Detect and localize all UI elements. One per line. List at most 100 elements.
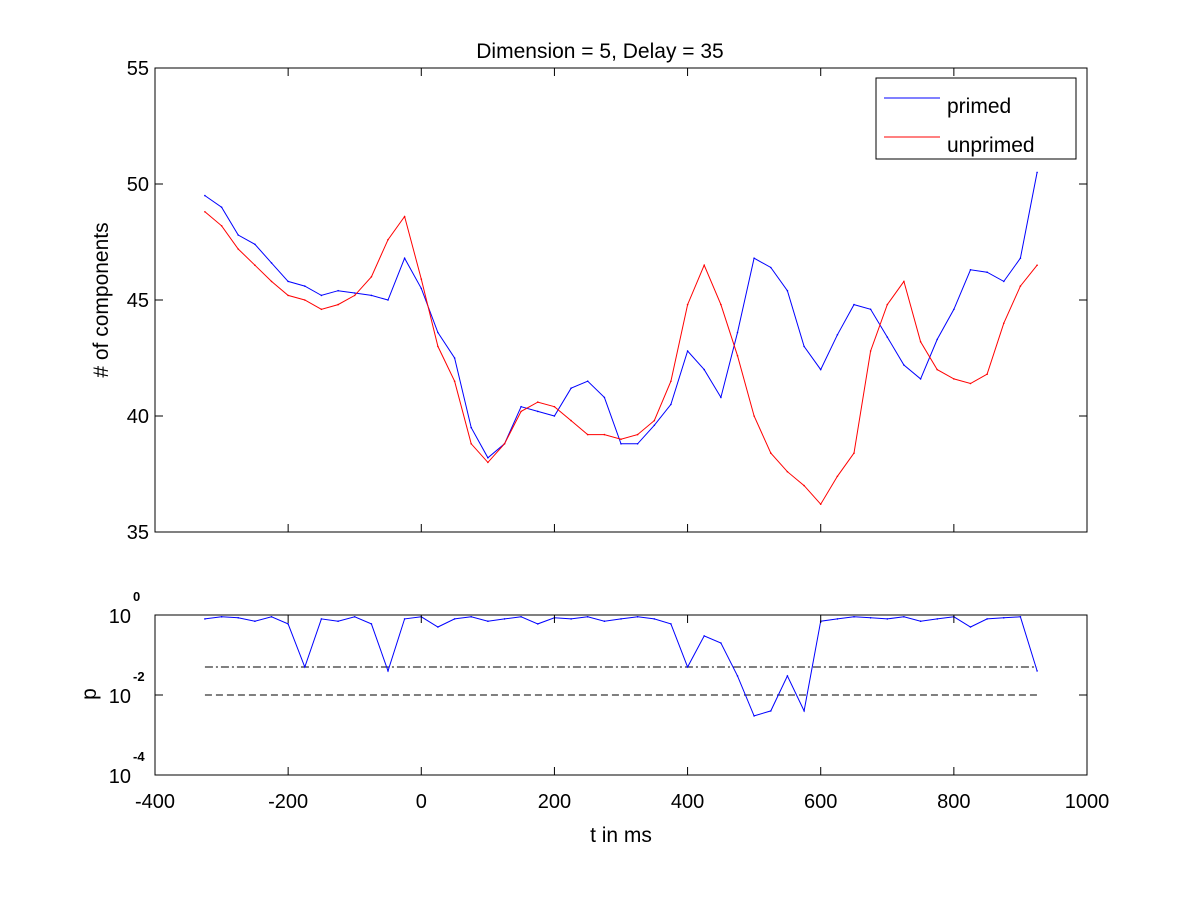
legend-label-primed: primed bbox=[947, 95, 1011, 118]
data-point-p-value bbox=[1003, 617, 1005, 619]
data-point-unprimed bbox=[853, 452, 855, 454]
data-point-unprimed bbox=[886, 303, 889, 306]
data-point-p-value bbox=[803, 710, 805, 712]
data-point-p-value bbox=[736, 675, 739, 677]
data-point-unprimed bbox=[603, 433, 606, 436]
data-point-primed bbox=[1019, 257, 1022, 260]
data-point-primed bbox=[370, 294, 373, 297]
data-point-p-value bbox=[503, 618, 506, 620]
data-point-primed bbox=[403, 257, 406, 260]
data-point-unprimed bbox=[969, 382, 972, 385]
data-point-p-value bbox=[570, 618, 572, 620]
data-point-p-value bbox=[520, 616, 522, 618]
data-point-unprimed bbox=[1003, 322, 1005, 325]
y-tick-label: 55 bbox=[127, 58, 149, 80]
data-point-unprimed bbox=[553, 405, 556, 408]
data-point-p-value bbox=[387, 670, 389, 672]
data-point-unprimed bbox=[420, 278, 423, 280]
data-point-primed bbox=[786, 289, 789, 292]
data-point-unprimed bbox=[370, 276, 373, 278]
data-point-primed bbox=[686, 350, 689, 352]
data-point-primed bbox=[586, 380, 589, 383]
data-point-unprimed bbox=[270, 280, 273, 283]
x-tick-label: -400 bbox=[135, 791, 175, 813]
bottom-y-axis-label: p bbox=[78, 688, 101, 700]
data-point-p-value bbox=[470, 616, 473, 618]
data-point-p-value bbox=[1036, 670, 1038, 672]
y-tick-label-exponent: 0 bbox=[133, 589, 140, 604]
data-point-p-value bbox=[337, 620, 339, 622]
data-point-p-value bbox=[903, 616, 905, 618]
data-point-unprimed bbox=[204, 211, 206, 213]
data-point-p-value bbox=[636, 616, 639, 618]
data-point-primed bbox=[1003, 280, 1005, 283]
y-tick-label-exponent: -4 bbox=[133, 749, 145, 764]
data-point-primed bbox=[237, 234, 239, 236]
top-chart-title: Dimension = 5, Delay = 35 bbox=[476, 40, 723, 63]
data-point-p-value bbox=[453, 618, 456, 620]
legend-label-unprimed: unprimed bbox=[947, 134, 1035, 157]
y-tick-label: 35 bbox=[127, 522, 149, 544]
data-point-unprimed bbox=[287, 294, 289, 297]
data-point-primed bbox=[720, 396, 722, 399]
top-plot-area bbox=[204, 171, 1038, 506]
data-point-unprimed bbox=[703, 264, 705, 267]
data-point-p-value bbox=[686, 666, 689, 668]
data-point-primed bbox=[986, 271, 988, 274]
data-point-unprimed bbox=[770, 452, 772, 454]
data-point-p-value bbox=[753, 715, 755, 717]
data-point-unprimed bbox=[537, 401, 539, 403]
data-point-unprimed bbox=[570, 419, 572, 422]
data-point-unprimed bbox=[586, 433, 589, 436]
data-point-unprimed bbox=[254, 264, 256, 267]
data-point-p-value bbox=[869, 617, 872, 619]
data-point-p-value bbox=[237, 617, 239, 619]
data-point-p-value bbox=[220, 616, 223, 618]
data-point-primed bbox=[287, 280, 289, 283]
y-tick-label: 40 bbox=[127, 406, 149, 428]
data-point-primed bbox=[853, 303, 855, 306]
data-point-primed bbox=[387, 299, 389, 301]
bottom-plot-area bbox=[204, 616, 1038, 717]
x-tick-label: 600 bbox=[804, 791, 837, 813]
data-point-primed bbox=[220, 206, 223, 208]
data-point-p-value bbox=[586, 616, 589, 618]
data-point-unprimed bbox=[919, 341, 922, 343]
data-point-primed bbox=[204, 194, 206, 197]
data-point-p-value bbox=[304, 666, 306, 668]
legend-box bbox=[875, 77, 1077, 160]
data-point-unprimed bbox=[936, 368, 938, 371]
data-point-primed bbox=[736, 331, 739, 334]
data-point-unprimed bbox=[1036, 264, 1038, 267]
data-point-unprimed bbox=[403, 215, 406, 218]
data-point-unprimed bbox=[453, 380, 456, 383]
data-point-primed bbox=[969, 269, 972, 271]
data-point-unprimed bbox=[503, 443, 506, 445]
data-point-p-value bbox=[204, 618, 206, 620]
data-point-primed bbox=[636, 443, 639, 445]
data-point-primed bbox=[770, 266, 772, 269]
data-point-primed bbox=[819, 368, 822, 371]
data-point-primed bbox=[603, 396, 606, 399]
data-point-unprimed bbox=[620, 438, 622, 441]
data-point-primed bbox=[470, 426, 473, 429]
data-point-p-value bbox=[770, 710, 772, 712]
data-point-primed bbox=[337, 289, 339, 292]
data-point-p-value bbox=[353, 616, 356, 618]
data-point-unprimed bbox=[786, 470, 789, 473]
data-point-unprimed bbox=[353, 294, 356, 297]
data-point-p-value bbox=[620, 618, 622, 620]
data-point-primed bbox=[353, 292, 356, 294]
data-point-unprimed bbox=[636, 433, 639, 436]
data-point-primed bbox=[620, 443, 622, 445]
data-point-primed bbox=[304, 285, 306, 287]
data-point-p-value bbox=[886, 618, 889, 620]
data-point-unprimed bbox=[819, 503, 822, 506]
data-point-unprimed bbox=[487, 461, 489, 464]
data-point-p-value bbox=[653, 618, 656, 620]
data-point-p-value bbox=[1019, 616, 1022, 618]
data-point-primed bbox=[703, 368, 705, 371]
data-point-primed bbox=[420, 287, 423, 290]
